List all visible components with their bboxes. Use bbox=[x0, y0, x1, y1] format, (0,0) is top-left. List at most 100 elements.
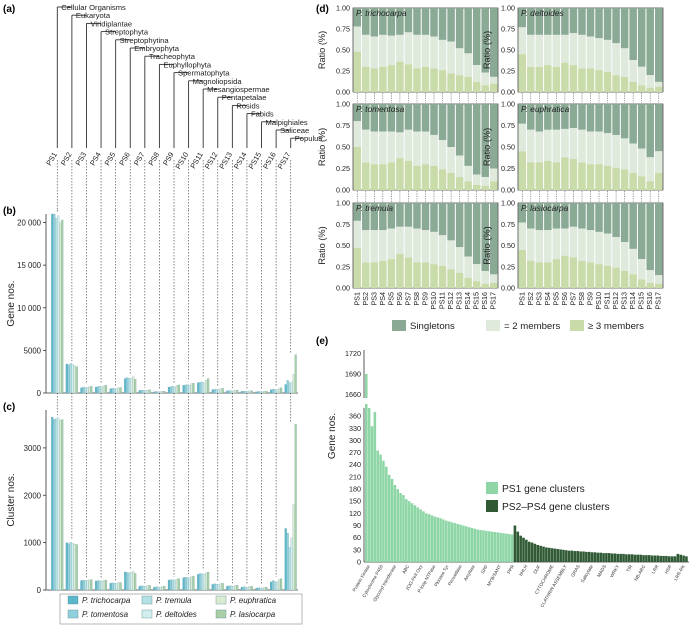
bar-ps2-4 bbox=[636, 554, 640, 562]
panel-b-gene-counts: 0 5000 10 000 15 000 20 000 Gene nos. bbox=[6, 210, 298, 398]
bar-three-members bbox=[518, 151, 527, 190]
bar-three-members bbox=[387, 259, 396, 288]
bar-three-members bbox=[654, 283, 663, 288]
bar-singletons bbox=[535, 8, 544, 35]
bar-three-members bbox=[527, 162, 535, 190]
bar-peuphratica bbox=[205, 572, 208, 591]
bar-ps1 bbox=[459, 524, 462, 562]
tree-taxon-label: Cellular Organisms bbox=[61, 3, 126, 12]
bar-ps1 bbox=[462, 525, 465, 562]
bar-three-members bbox=[379, 260, 387, 288]
bar-two-members bbox=[438, 235, 447, 266]
bar-ptremula bbox=[186, 577, 189, 591]
bar-two-members bbox=[518, 222, 527, 250]
bar-ps2-4 bbox=[619, 553, 622, 562]
bar-two-members bbox=[438, 140, 447, 170]
bar-three-members bbox=[578, 68, 586, 92]
legend-swatch bbox=[67, 609, 79, 619]
bar-three-members bbox=[544, 262, 552, 288]
bar-ps2-4 bbox=[670, 556, 674, 562]
bar-plasiocarpa bbox=[61, 219, 64, 394]
bar-ps1 bbox=[507, 534, 511, 562]
bar-two-members bbox=[561, 228, 569, 256]
bar-ptomentosa bbox=[213, 583, 216, 591]
bar-peuphratica bbox=[190, 383, 193, 394]
x-tick-label: SRF bbox=[480, 564, 489, 575]
tree-ps-label: PS11 bbox=[188, 151, 205, 171]
bar-singletons bbox=[586, 8, 595, 37]
bar-ps2-4 bbox=[553, 548, 557, 562]
bar-pdeltoides bbox=[217, 389, 220, 394]
bar-plasiocarpa bbox=[61, 419, 64, 591]
bar-ptremula bbox=[171, 579, 175, 591]
bar-three-members bbox=[612, 167, 620, 190]
bar-two-members bbox=[620, 138, 629, 170]
y-axis-label: Gene nos. bbox=[6, 280, 17, 326]
bar-ptomentosa bbox=[111, 388, 114, 394]
tree-taxon-label: Populus bbox=[295, 134, 323, 143]
bar-ps2-4 bbox=[570, 550, 574, 562]
bar-peuphratica bbox=[278, 579, 281, 591]
bar-singletons bbox=[620, 203, 629, 243]
bar-pdeltoides bbox=[173, 386, 176, 394]
x-tick-label: PS14 bbox=[463, 292, 472, 310]
legend-label: ≥ 3 members bbox=[588, 321, 644, 332]
bar-singletons bbox=[629, 104, 637, 144]
bar-plasiocarpa bbox=[207, 378, 210, 394]
bar-ptomentosa bbox=[286, 533, 289, 591]
bar-ptremula bbox=[113, 388, 116, 394]
bar-peuphratica bbox=[219, 388, 222, 394]
legend-label: P. euphratica bbox=[230, 596, 277, 605]
bar-ptrichocarpa bbox=[138, 586, 141, 591]
bar-ptomentosa bbox=[140, 390, 143, 394]
bar-ps1 bbox=[425, 513, 428, 562]
x-tick-label: PS17 bbox=[654, 292, 663, 310]
y-tick-label: 1690 bbox=[345, 370, 361, 379]
tree-ps-label: PS1 bbox=[44, 151, 59, 168]
bar-ps1 bbox=[405, 499, 408, 562]
y-tick-label: 0.50 bbox=[501, 46, 515, 55]
bar-two-members bbox=[455, 155, 464, 178]
bar-two-members bbox=[535, 131, 544, 163]
bar-three-members bbox=[353, 248, 362, 288]
bar-ptremula bbox=[84, 387, 87, 394]
bar-three-members bbox=[353, 51, 362, 92]
bar-plasiocarpa bbox=[265, 391, 268, 394]
y-axis-label: Ratio (%) bbox=[317, 226, 327, 264]
bar-ps2-4 bbox=[590, 552, 594, 562]
x-tick-label: PS12 bbox=[446, 292, 455, 310]
x-tick-label: PS11 bbox=[603, 292, 612, 309]
bar-singletons bbox=[413, 8, 421, 35]
bar-ptremula bbox=[157, 586, 160, 591]
bar-peuphratica bbox=[263, 391, 266, 394]
bar-ptrichocarpa bbox=[51, 417, 54, 591]
bar-two-members bbox=[379, 131, 387, 165]
bar-singletons bbox=[430, 8, 438, 37]
tree-ps-label: PS2 bbox=[59, 151, 74, 168]
species-title: P. trichocarpa bbox=[356, 8, 407, 18]
bar-ptrichocarpa bbox=[255, 391, 258, 394]
y-tick-label: 0.50 bbox=[336, 241, 350, 250]
bar-pdeltoides bbox=[217, 584, 220, 591]
bar-three-members bbox=[578, 162, 586, 190]
bar-two-members bbox=[447, 41, 455, 74]
bar-three-members bbox=[595, 70, 603, 92]
bar-three-members bbox=[481, 185, 489, 190]
bar-ptremula bbox=[230, 390, 233, 394]
bar-three-members bbox=[438, 70, 447, 92]
bar-singletons bbox=[447, 203, 455, 241]
bar-peuphratica bbox=[132, 376, 135, 394]
bar-three-members bbox=[595, 264, 603, 288]
bar-two-members bbox=[646, 270, 654, 283]
y-tick-label: 0.75 bbox=[501, 220, 515, 229]
bar-two-members bbox=[362, 34, 370, 67]
bar-ps2-4 bbox=[665, 555, 668, 562]
bar-ptrichocarpa bbox=[109, 388, 112, 394]
bar-ptrichocarpa bbox=[211, 389, 214, 394]
bar-two-members bbox=[370, 36, 379, 69]
bar-ptomentosa bbox=[111, 582, 114, 591]
bar-ptrichocarpa bbox=[94, 386, 98, 394]
y-tick-label: 0.50 bbox=[336, 46, 350, 55]
bar-ps1 bbox=[439, 518, 442, 562]
bar-ptomentosa bbox=[96, 580, 100, 591]
